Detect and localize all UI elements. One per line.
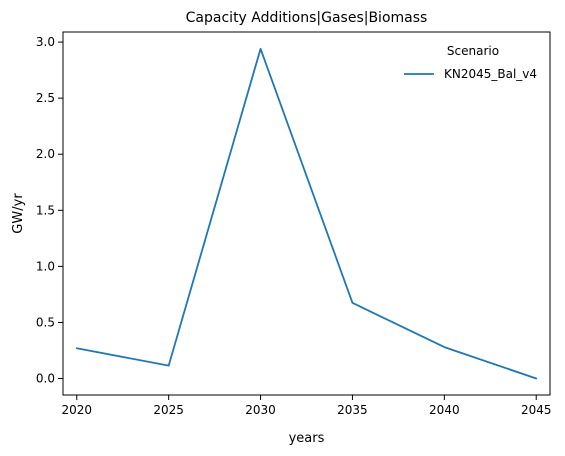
- chart-title: Capacity Additions|Gases|Biomass: [186, 10, 428, 26]
- x-tick-label: 2025: [153, 403, 184, 417]
- y-tick-label: 2.5: [36, 91, 55, 105]
- legend: Scenario KN2045_Bal_v4: [404, 44, 537, 81]
- y-tick-label: 0.0: [36, 372, 55, 386]
- x-tick-label: 2040: [429, 403, 460, 417]
- y-axis-label: GW/yr: [11, 193, 26, 234]
- plot-area: 2020 2025 2030 2035 2040 2045 0.0 0.5 1.0 1.5 2.0 2…: [36, 35, 552, 417]
- x-tick-label: 2035: [337, 403, 368, 417]
- y-tick-label: 3.0: [36, 35, 55, 49]
- series-line-kn2045-bal-v4: [75, 47, 538, 380]
- y-tick-label: 0.5: [36, 315, 55, 329]
- x-tick-label: 2045: [521, 403, 552, 417]
- x-tick-label: 2030: [245, 403, 276, 417]
- plot-frame: [62, 31, 551, 396]
- y-tick-label: 1.5: [36, 203, 55, 217]
- legend-label-kn2045-bal-v4: KN2045_Bal_v4: [444, 67, 537, 81]
- y-tick-label: 2.0: [36, 147, 55, 161]
- x-axis-label: years: [289, 431, 325, 446]
- y-tick-label: 1.0: [36, 259, 55, 273]
- legend-title: Scenario: [447, 44, 499, 58]
- x-tick-label: 2020: [62, 403, 93, 417]
